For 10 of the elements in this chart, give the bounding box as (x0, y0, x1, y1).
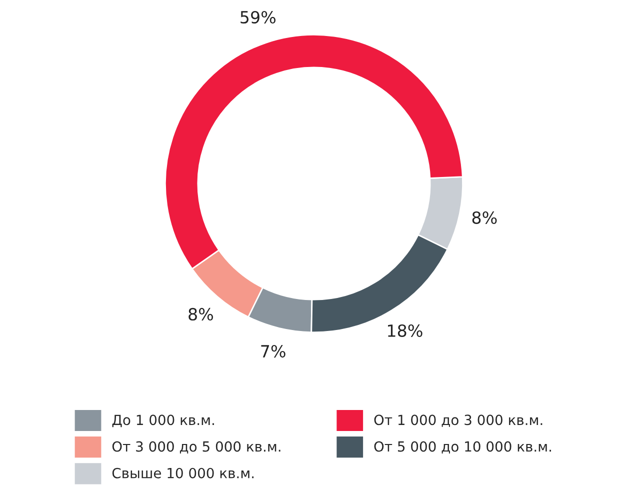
legend-label: От 3 000 до 5 000 кв.м. (112, 441, 280, 454)
legend-label: До 1 000 кв.м. (112, 414, 214, 428)
data-label: 7% (261, 344, 286, 358)
data-label: 59% (240, 10, 276, 24)
data-label: 18% (388, 324, 422, 337)
legend-label: От 5 000 до 10 000 кв.м. (374, 441, 551, 454)
legend-label: От 1 000 до 3 000 кв.м. (374, 414, 542, 427)
data-label: 8% (472, 211, 497, 224)
legend-label: Свыше 10 000 кв.м. (112, 468, 254, 478)
data-label: 8% (188, 308, 214, 321)
